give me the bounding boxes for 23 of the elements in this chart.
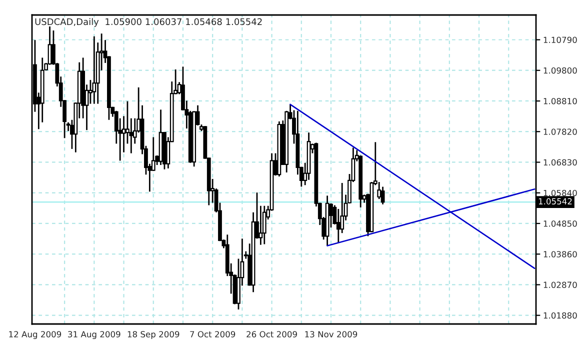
y-tick-label: 1.07820 [544, 128, 577, 135]
y-tick-label: 1.09800 [544, 67, 577, 74]
x-tick-label: 12 Aug 2009 [9, 331, 62, 340]
x-tick-label: 18 Sep 2009 [128, 331, 180, 340]
chart-title: USDCAD,Daily 1.05900 1.06037 1.05468 1.05542 [35, 18, 262, 27]
x-tick-label: 31 Aug 2009 [68, 331, 120, 340]
y-tick-label: 1.03860 [544, 251, 577, 258]
y-tick-label: 1.08810 [544, 98, 577, 104]
candlestick [262, 205, 266, 245]
candlestick [380, 186, 385, 206]
x-tick-label: 26 Oct 2009 [246, 331, 297, 338]
y-tick-label: 1.02870 [544, 282, 577, 288]
y-tick-label: 1.01880 [544, 312, 577, 319]
x-tick-label: 7 Oct 2009 [190, 331, 236, 338]
y-tick-label: 1.05840 [544, 190, 577, 196]
y-tick-label: 1.04850 [544, 220, 577, 227]
x-tick-label: 13 Nov 2009 [305, 331, 358, 338]
candlestick [92, 36, 96, 104]
candlestick [258, 205, 263, 246]
y-tick-label: 1.06830 [544, 159, 577, 166]
candlestick [336, 208, 340, 244]
y-tick-label: 1.10790 [544, 36, 577, 44]
ref-line-label: 1.05542 [538, 198, 572, 204]
